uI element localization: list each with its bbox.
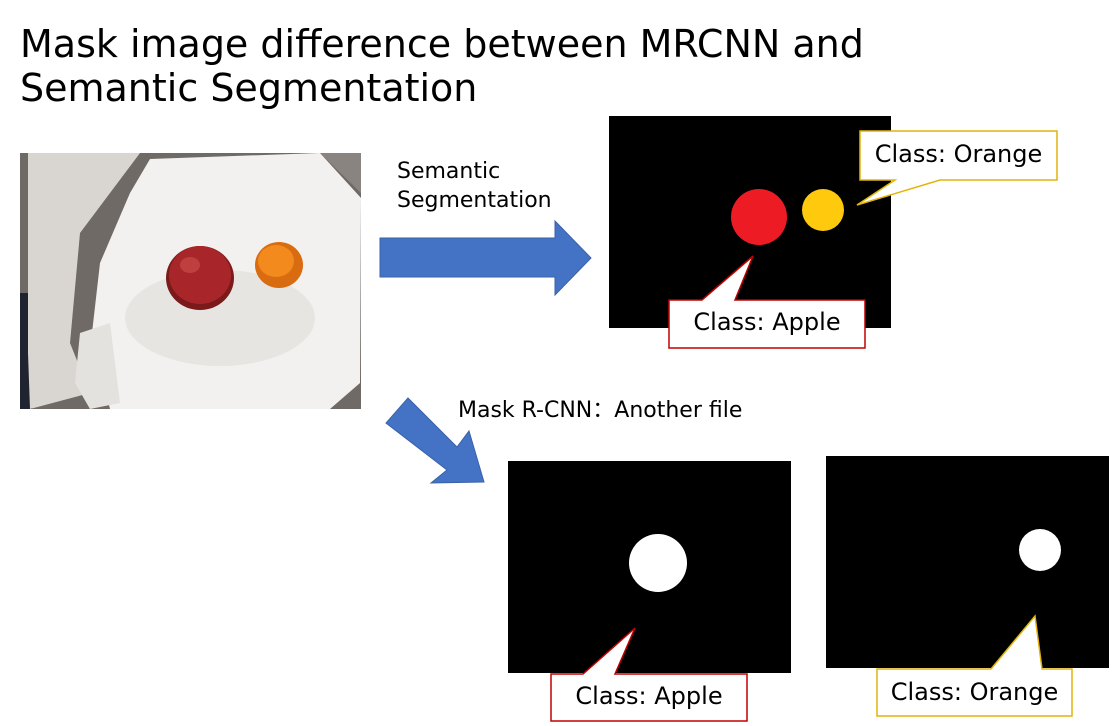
diagonal-arrow-icon xyxy=(385,397,485,484)
semantic-segmentation-label: Semantic Segmentation xyxy=(397,159,552,213)
apple-red-region xyxy=(731,189,787,245)
apple-white-region xyxy=(629,534,687,592)
semantic-mask-image xyxy=(609,116,891,328)
mrcnn-apple-callout-text: Class: Apple xyxy=(575,682,723,710)
right-arrow-icon xyxy=(379,219,592,297)
mask-rcnn-label: Mask R-CNN：Another file xyxy=(458,398,743,423)
orange-yellow-region xyxy=(802,189,844,231)
mrcnn-apple-mask-image xyxy=(508,461,791,673)
source-photo xyxy=(20,153,361,409)
semantic-apple-callout-text: Class: Apple xyxy=(693,308,841,336)
semantic-orange-callout-text: Class: Orange xyxy=(874,140,1043,168)
orange-white-region xyxy=(1019,529,1061,571)
diagram-title: Mask image difference between MRCNN and … xyxy=(20,22,864,110)
mrcnn-orange-mask-image xyxy=(826,456,1109,668)
mrcnn-orange-callout-text: Class: Orange xyxy=(890,678,1059,706)
